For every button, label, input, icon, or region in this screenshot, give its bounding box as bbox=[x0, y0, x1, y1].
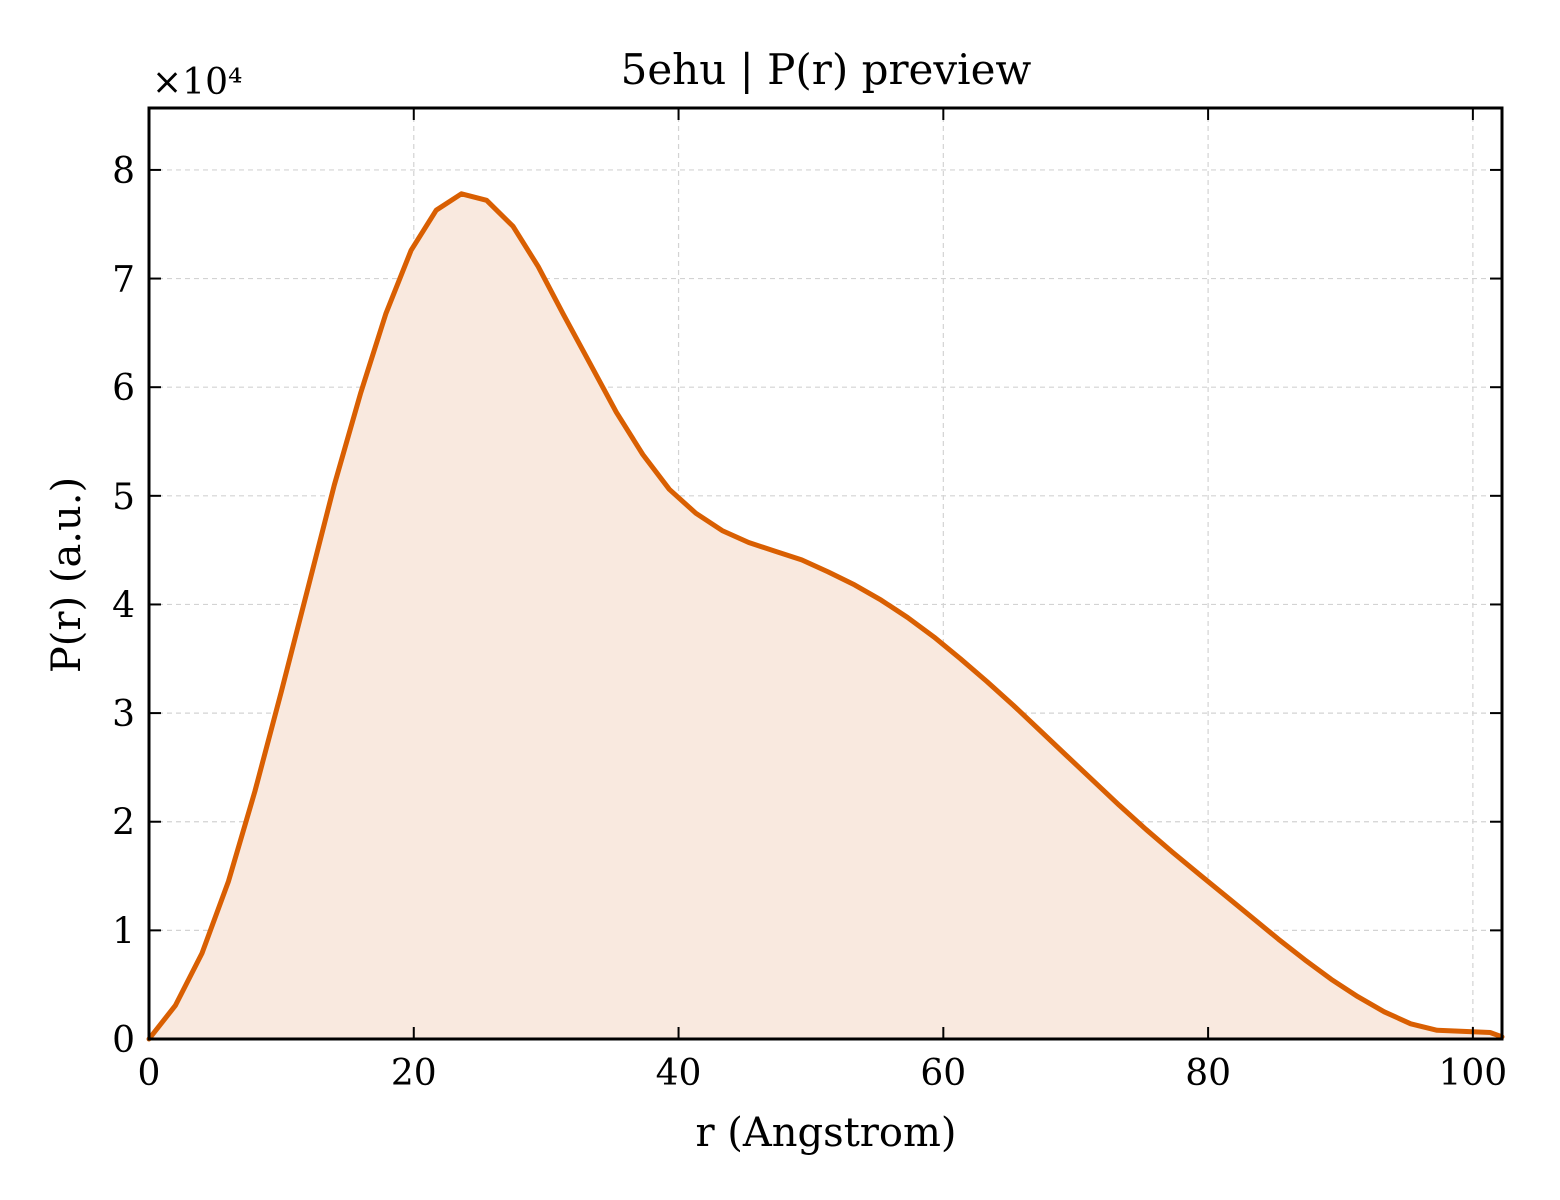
area-fill-layer bbox=[149, 193, 1502, 1040]
x-tick-label: 20 bbox=[391, 1053, 437, 1094]
x-tick-label: 0 bbox=[138, 1053, 161, 1094]
y-tick-label: 1 bbox=[112, 911, 135, 952]
y-tick-label: 6 bbox=[112, 368, 135, 409]
x-tick-label: 80 bbox=[1185, 1053, 1231, 1094]
y-tick-label: 4 bbox=[112, 585, 135, 626]
pr-area-fill bbox=[149, 193, 1502, 1040]
series-line-layer bbox=[146, 191, 1505, 1042]
y-multiplier-label: ×10⁴ bbox=[152, 62, 242, 103]
y-tick-label: 2 bbox=[112, 803, 135, 844]
pr-series-line bbox=[146, 191, 1505, 1042]
plot-frame bbox=[147, 106, 1504, 1041]
y-axis-label: P(r) (a.u.) bbox=[44, 477, 90, 673]
x-axis-label: r (Angstrom) bbox=[695, 1110, 956, 1156]
x-tick-label: 60 bbox=[920, 1053, 966, 1094]
y-tick-label: 7 bbox=[112, 260, 135, 301]
y-tick-label: 3 bbox=[112, 694, 135, 735]
chart-title: 5ehu | P(r) preview bbox=[621, 45, 1032, 94]
x-tick-label: 40 bbox=[656, 1053, 702, 1094]
ticks: 0 20 40 60 80 100 0 1 2 3 4 5 6 7 8 bbox=[112, 108, 1507, 1094]
y-tick-label: 5 bbox=[112, 477, 135, 518]
y-tick-label: 0 bbox=[112, 1020, 135, 1061]
y-tick-label: 8 bbox=[112, 151, 135, 192]
x-tick-label: 100 bbox=[1439, 1053, 1508, 1094]
